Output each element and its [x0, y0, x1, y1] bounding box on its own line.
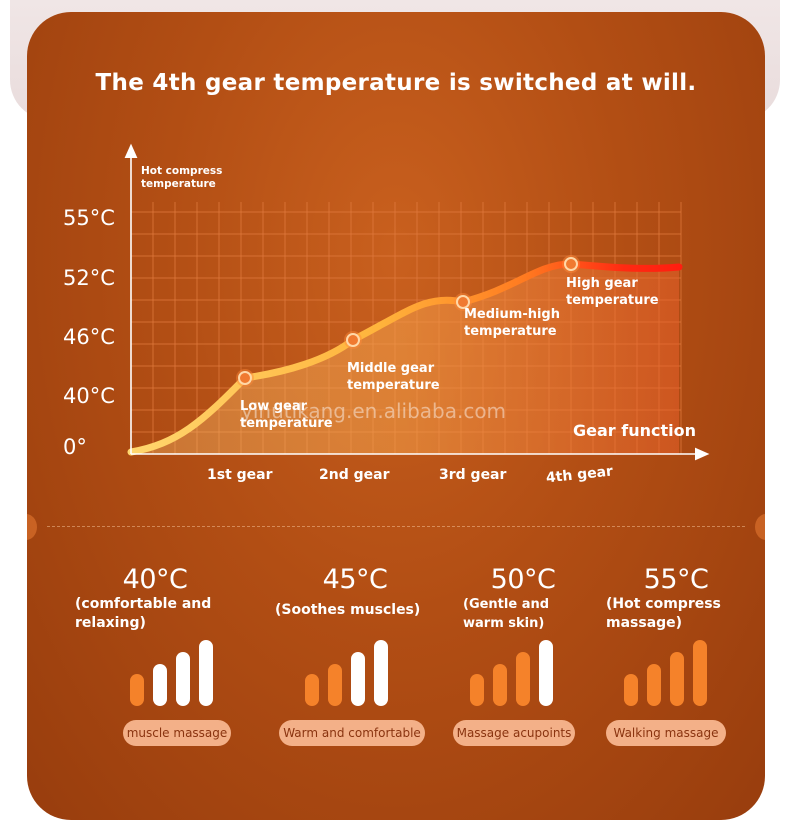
feature-desc: (comfortable and relaxing) — [75, 596, 212, 631]
feature-55: 55°C (Hot compress massage) — [606, 564, 746, 633]
pill-massage-acupoints: Massage acupoints — [453, 720, 575, 746]
point-label: Medium-high temperature — [464, 307, 560, 339]
level-bar — [647, 664, 661, 706]
x-tick-label: 4th gear — [545, 463, 614, 486]
point-label: Low gear temperature — [240, 399, 333, 431]
x-tick-label: 2nd gear — [319, 467, 390, 483]
pill-walking-massage: Walking massage — [606, 720, 726, 746]
y-tick-labels: 55°C 52°C 46°C 40°C 0° — [63, 206, 115, 459]
feature-temp: 50°C — [490, 564, 556, 595]
level-bar — [374, 640, 388, 706]
level-bar — [176, 652, 190, 706]
pill-muscle-massage: muscle massage — [123, 720, 231, 746]
point-labels: Low gear temperature Middle gear temperatur… — [240, 276, 659, 431]
feature-desc: (Hot compress massage) — [606, 596, 721, 631]
level-bars-45 — [305, 640, 388, 706]
feature-45: 45°C (Soothes muscles) — [275, 564, 435, 620]
feature-40: 40°C (comfortable and relaxing) — [75, 564, 235, 633]
temperature-chart: 55°C 52°C 46°C 40°C 0° 1st gear 2nd gear 3rd g… — [63, 143, 710, 486]
point-label: High gear temperature — [566, 276, 659, 308]
point-marker — [346, 333, 360, 347]
left-edge-dot — [27, 514, 37, 540]
level-bar — [693, 640, 707, 706]
feature-desc: (Soothes muscles) — [275, 602, 421, 618]
watermark: yinutikang.en.alibaba.com — [241, 399, 506, 423]
feature-temp: 40°C — [122, 564, 188, 595]
y-axis-title: Hot compress temperature — [141, 165, 226, 190]
right-edge-dot — [755, 514, 765, 540]
level-bars-40 — [130, 640, 213, 706]
feature-50: 50°C (Gentle and warm skin) — [463, 564, 583, 633]
level-bar — [670, 652, 684, 706]
feature-temp: 55°C — [643, 564, 709, 595]
level-bars-50 — [470, 640, 553, 706]
level-bar — [539, 640, 553, 706]
point-markers — [236, 255, 580, 387]
temperature-area — [131, 264, 679, 454]
feature-temp: 45°C — [322, 564, 388, 595]
level-bar — [351, 652, 365, 706]
y-tick-label: 52°C — [63, 266, 115, 290]
y-tick-label: 0° — [63, 435, 87, 459]
level-bars-55 — [624, 640, 707, 706]
level-bar — [305, 674, 319, 706]
x-tick-label: 3rd gear — [439, 467, 507, 483]
level-bar — [199, 640, 213, 706]
x-axis-title: Gear function — [573, 421, 696, 440]
y-tick-label: 55°C — [63, 206, 115, 230]
point-marker — [238, 371, 252, 385]
level-bar — [493, 664, 507, 706]
section-divider — [47, 526, 745, 527]
level-bar — [624, 674, 638, 706]
pill-warm-comfortable: Warm and comfortable — [279, 720, 425, 746]
level-bar — [328, 664, 342, 706]
temperature-curve — [127, 260, 683, 456]
x-tick-labels: 1st gear 2nd gear 3rd gear 4th gear — [207, 463, 614, 486]
level-bar — [470, 674, 484, 706]
level-bar — [130, 674, 144, 706]
level-bar — [516, 652, 530, 706]
headline: The 4th gear temperature is switched at … — [95, 70, 697, 96]
point-marker — [456, 295, 470, 309]
info-card: The 4th gear temperature is switched at … — [27, 12, 765, 820]
point-label: Middle gear temperature — [347, 361, 440, 393]
feature-desc: (Gentle and warm skin) — [463, 597, 550, 631]
y-tick-label: 46°C — [63, 325, 115, 349]
point-marker — [564, 257, 578, 271]
level-bar — [153, 664, 167, 706]
x-tick-label: 1st gear — [207, 467, 273, 483]
y-tick-label: 40°C — [63, 384, 115, 408]
